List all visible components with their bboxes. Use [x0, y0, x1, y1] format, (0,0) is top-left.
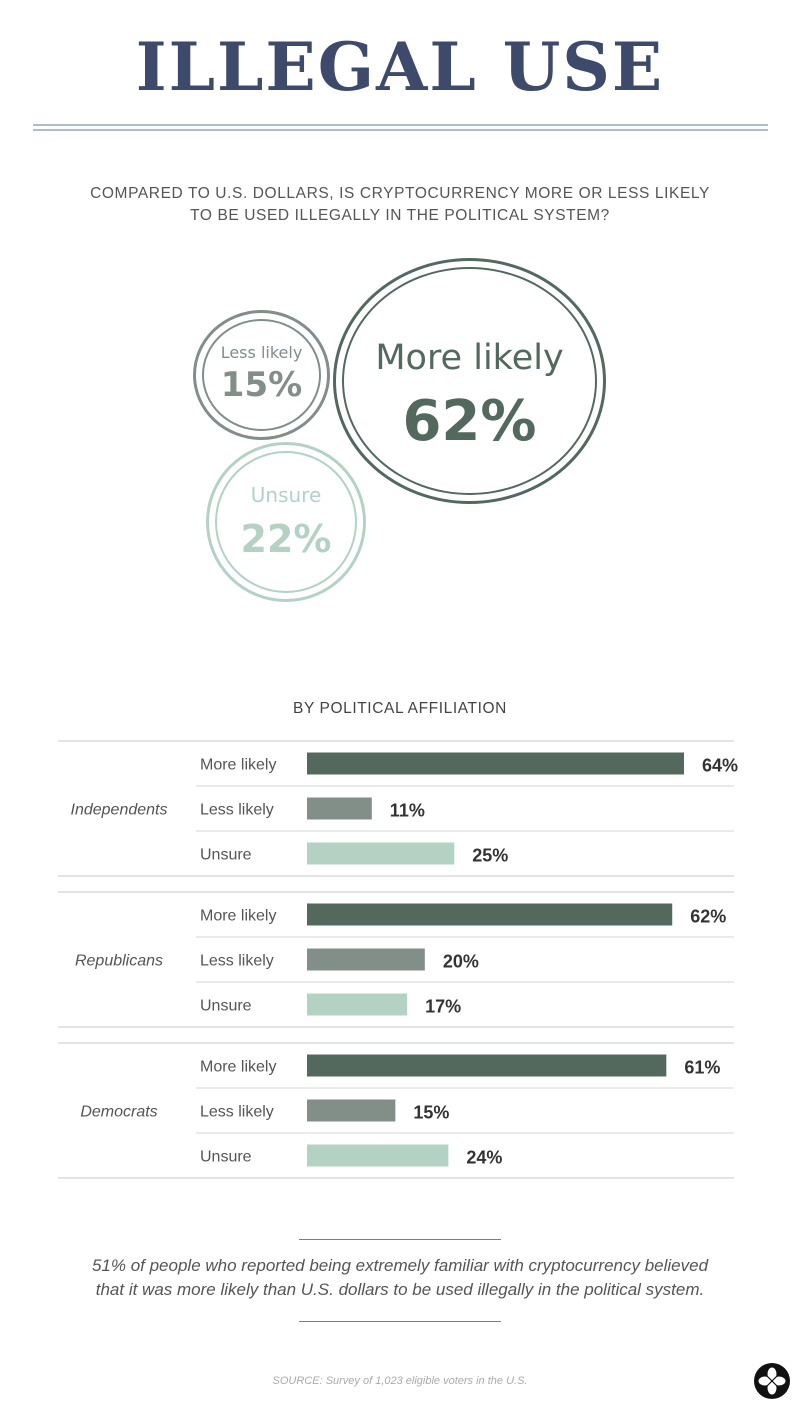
- data-label-republicans-unsure: 17%: [425, 997, 461, 1017]
- bar-republicans-more-likely: [307, 903, 673, 926]
- unsure-bubble-label: Unsure: [250, 483, 322, 507]
- data-label-independents-less-likely: 11%: [390, 801, 425, 821]
- bar-democrats-unsure: [307, 1144, 449, 1167]
- four-petal-logo-icon: [754, 1363, 790, 1399]
- category-label-less-likely: Less likely: [200, 953, 274, 970]
- category-label-more-likely: More likely: [200, 908, 276, 925]
- category-label-more-likely: More likely: [200, 757, 276, 774]
- title-divider-top: [33, 124, 768, 126]
- bar-republicans-less-likely: [307, 948, 425, 971]
- footnote-line-1: 51% of people who reported being extreme…: [91, 1256, 709, 1275]
- unsure-bubble: Unsure 22%: [206, 442, 366, 602]
- group-label-republicans: Republicans: [75, 953, 163, 970]
- data-label-democrats-less-likely: 15%: [413, 1103, 449, 1123]
- survey-question: COMPARED TO U.S. DOLLARS, IS CRYPTOCURRE…: [0, 183, 800, 227]
- more-likely-bubble: More likely 62%: [333, 258, 606, 504]
- data-label-democrats-more-likely: 61%: [684, 1058, 720, 1078]
- group-label-democrats: Democrats: [80, 1104, 157, 1121]
- bar-independents-less-likely: [307, 797, 372, 820]
- data-label-independents-unsure: 25%: [472, 846, 508, 866]
- group-label-independents: Independents: [71, 802, 168, 819]
- chart-title: BY POLITICAL AFFILIATION: [293, 700, 507, 717]
- survey-question-line-1: COMPARED TO U.S. DOLLARS, IS CRYPTOCURRE…: [90, 185, 710, 202]
- footnote: 51% of people who reported being extreme…: [50, 1254, 750, 1302]
- category-label-unsure: Unsure: [200, 1149, 252, 1166]
- footnote-line-2: that it was more likely than U.S. dollar…: [95, 1280, 705, 1299]
- data-label-independents-more-likely: 64%: [702, 756, 738, 776]
- footnote-divider-top: [299, 1239, 501, 1240]
- bar-republicans-unsure: [307, 993, 408, 1016]
- less-likely-bubble-label: Less likely: [220, 343, 303, 362]
- source-note: SOURCE: Survey of 1,023 eligible voters …: [272, 1375, 528, 1387]
- category-label-less-likely: Less likely: [200, 1104, 274, 1121]
- more-likely-bubble-value: 62%: [402, 389, 537, 454]
- data-label-republicans-more-likely: 62%: [690, 907, 726, 927]
- bar-democrats-less-likely: [307, 1099, 396, 1122]
- less-likely-bubble: Less likely 15%: [193, 310, 330, 440]
- bar-democrats-more-likely: [307, 1054, 667, 1077]
- more-likely-bubble-label: More likely: [375, 338, 564, 378]
- category-label-more-likely: More likely: [200, 1059, 276, 1076]
- less-likely-bubble-value: 15%: [220, 365, 303, 405]
- bar-independents-unsure: [307, 842, 455, 865]
- category-label-unsure: Unsure: [200, 998, 252, 1015]
- category-label-less-likely: Less likely: [200, 802, 274, 819]
- data-label-democrats-unsure: 24%: [466, 1148, 502, 1168]
- data-label-republicans-less-likely: 20%: [443, 952, 479, 972]
- bar-independents-more-likely: [307, 752, 684, 775]
- survey-question-line-2: TO BE USED ILLEGALLY IN THE POLITICAL SY…: [190, 207, 610, 224]
- page-title: ILLEGAL USE: [135, 28, 665, 106]
- footnote-divider-bottom: [299, 1321, 501, 1322]
- unsure-bubble-value: 22%: [240, 517, 332, 561]
- title-divider-bottom: [33, 129, 768, 131]
- category-label-unsure: Unsure: [200, 847, 252, 864]
